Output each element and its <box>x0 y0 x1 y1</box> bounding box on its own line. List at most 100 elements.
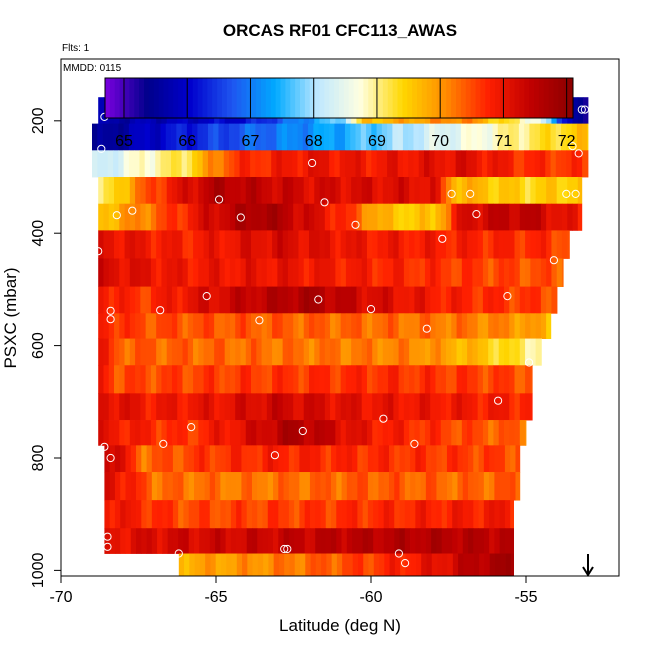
heatmap-cell <box>435 230 442 259</box>
heatmap-cell <box>182 177 189 205</box>
heatmap-cell <box>298 258 305 287</box>
heatmap-cell <box>420 445 427 473</box>
heatmap-cell <box>182 286 189 314</box>
heatmap-cell <box>235 393 241 421</box>
heatmap-cell <box>320 472 327 501</box>
heatmap-cell <box>251 393 257 421</box>
heatmap-cell <box>229 123 235 151</box>
heatmap-cell <box>545 123 551 151</box>
heatmap-cell <box>330 177 336 205</box>
heatmap-cell <box>514 313 521 339</box>
heatmap-cell <box>497 123 504 151</box>
heatmap-cell <box>229 230 236 259</box>
heatmap-cell <box>213 150 219 178</box>
heatmap-cell <box>319 393 326 421</box>
heatmap-cell <box>498 230 505 259</box>
heatmap-cell <box>551 286 558 314</box>
heatmap-cell <box>210 553 217 576</box>
heatmap-cell <box>467 313 473 339</box>
colorbar-swatch <box>456 78 462 118</box>
heatmap-cell <box>372 420 378 446</box>
heatmap-cell <box>420 528 427 554</box>
heatmap-cell <box>261 286 268 314</box>
heatmap-cell <box>225 500 232 529</box>
heatmap-cell <box>130 445 137 473</box>
colorbar-swatch <box>304 78 311 118</box>
sample-point <box>525 358 534 367</box>
heatmap-cell <box>519 420 526 446</box>
y-tick-label: 800 <box>30 445 47 472</box>
heatmap-cell <box>499 500 506 529</box>
heatmap-cell <box>330 258 336 287</box>
heatmap-cell <box>576 123 583 151</box>
heatmap-cell <box>114 393 120 421</box>
heatmap-cell <box>145 177 152 205</box>
heatmap-cell <box>572 97 579 125</box>
heatmap-cell <box>218 150 225 178</box>
heatmap-cell <box>224 230 231 259</box>
heatmap-cell <box>324 393 331 421</box>
heatmap-cell <box>219 286 226 314</box>
heatmap-cell <box>587 150 589 178</box>
heatmap-cell <box>319 365 326 394</box>
heatmap-cell <box>356 230 363 259</box>
heatmap-cell <box>114 445 121 473</box>
heatmap-cell <box>266 286 273 314</box>
colorbar-swatch <box>460 78 467 118</box>
heatmap-cell <box>408 150 414 178</box>
heatmap-cell <box>409 203 415 231</box>
heatmap-cell <box>166 177 173 205</box>
heatmap-cell <box>98 338 104 366</box>
heatmap-cell <box>571 150 578 178</box>
heatmap-cell <box>255 123 262 151</box>
heatmap-cell <box>398 338 405 366</box>
heatmap-cell <box>187 203 194 231</box>
heatmap-cell <box>288 472 295 501</box>
heatmap-cell <box>556 258 563 287</box>
heatmap-cell <box>403 286 410 314</box>
heatmap-cell <box>372 258 378 287</box>
heatmap-cell <box>140 365 147 394</box>
colorbar-swatch <box>548 78 554 118</box>
heatmap-cell <box>172 528 179 554</box>
heatmap-cell <box>256 203 262 231</box>
sample-point <box>270 451 279 460</box>
heatmap-cell <box>461 313 468 339</box>
heatmap-cell <box>372 338 378 366</box>
heatmap-cell <box>498 177 505 205</box>
heatmap-cell <box>319 420 326 446</box>
heatmap-cell <box>503 150 509 178</box>
heatmap-cell <box>493 420 500 446</box>
heatmap-cell <box>331 553 338 576</box>
colorbar-swatch <box>426 78 433 118</box>
colorbar-swatch <box>363 78 369 118</box>
heatmap-cell <box>515 472 521 501</box>
heatmap-cell <box>441 500 448 529</box>
heatmap-cell <box>497 150 504 178</box>
heatmap-cell <box>303 393 310 421</box>
heatmap-cell <box>473 472 479 501</box>
heatmap-cell <box>455 123 462 151</box>
heatmap-cell <box>234 123 240 151</box>
heatmap-cell <box>156 177 162 205</box>
heatmap-cell <box>150 365 157 394</box>
heatmap-cell <box>240 203 247 231</box>
heatmap-cell <box>177 286 183 314</box>
heatmap-cell <box>473 528 479 554</box>
heatmap-cell <box>214 393 220 421</box>
heatmap-cell <box>472 230 479 259</box>
heatmap-cell <box>419 313 426 339</box>
heatmap-cell <box>277 286 284 314</box>
heatmap-cell <box>215 472 221 501</box>
heatmap-cell <box>473 500 479 529</box>
heatmap-cell <box>409 258 415 287</box>
heatmap-cell <box>294 472 300 501</box>
heatmap-cell <box>514 286 521 314</box>
heatmap-cell <box>140 338 147 366</box>
heatmap-cell <box>383 445 390 473</box>
heatmap-cell <box>514 203 521 231</box>
heatmap-cell <box>136 472 142 501</box>
heatmap-cell <box>387 123 393 151</box>
heatmap-cell <box>193 230 199 259</box>
heatmap-cell <box>120 445 126 473</box>
